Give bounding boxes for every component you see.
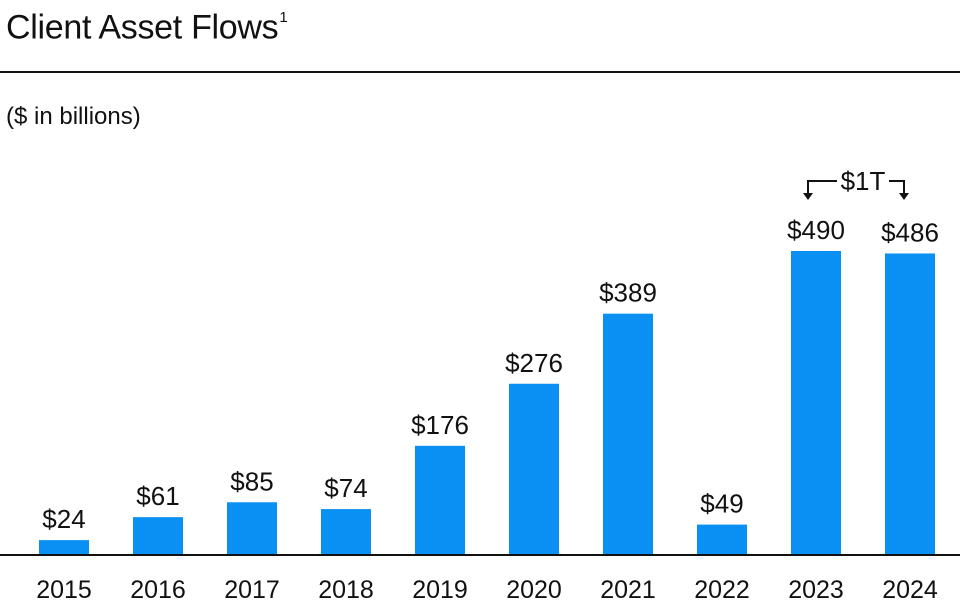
value-label-2022: $49: [700, 489, 743, 519]
title-divider: [0, 71, 960, 73]
bar-2020: [509, 383, 559, 555]
bar-2019: [415, 445, 465, 555]
unit-label: ($ in billions): [6, 103, 141, 130]
bar-2017: [227, 502, 277, 555]
value-label-2023: $490: [787, 215, 845, 245]
annotation-label: $1T: [841, 166, 886, 196]
value-labels-group: $24 $61 $85 $74 $176 $276 $389 $49 $490 $486: [42, 215, 939, 534]
bar-2018: [321, 509, 371, 555]
value-label-2024: $486: [881, 217, 939, 247]
x-tick-label-2022: 2022: [694, 576, 750, 604]
value-label-2017: $85: [230, 466, 273, 496]
value-label-2016: $61: [136, 481, 179, 511]
x-tick-label-2019: 2019: [412, 576, 468, 604]
chart-title-text: Client Asset Flows: [6, 8, 279, 47]
x-tick-label-2015: 2015: [36, 576, 92, 604]
annotation-group: $1T: [803, 166, 909, 200]
bar-2015: [39, 540, 89, 555]
x-tick-label-2016: 2016: [130, 576, 186, 604]
bars-group: [39, 251, 935, 555]
chart-title: Client Asset Flows1: [6, 0, 288, 49]
x-tick-label-2021: 2021: [600, 576, 656, 604]
bar-2021: [603, 313, 653, 555]
value-label-2021: $389: [599, 278, 657, 308]
x-tick-label-2024: 2024: [882, 576, 938, 604]
x-tick-label-2018: 2018: [318, 576, 374, 604]
bar-2024: [885, 253, 935, 555]
arrow-down-icon: [899, 193, 909, 200]
title-footnote-marker: 1: [279, 9, 288, 26]
arrow-down-icon: [803, 193, 813, 200]
bar-2023: [791, 251, 841, 555]
x-tick-label-2017: 2017: [224, 576, 280, 604]
bar-2022: [697, 524, 747, 555]
value-label-2015: $24: [42, 504, 85, 534]
x-tick-label-2023: 2023: [788, 576, 844, 604]
bracket-right-line: [889, 180, 905, 194]
x-tick-labels-group: 2015 2016 2017 2018 2019 2020 2021 2022 2023 2024: [36, 576, 938, 604]
bar-2016: [133, 517, 183, 555]
value-label-2020: $276: [505, 348, 563, 378]
value-label-2019: $176: [411, 410, 469, 440]
bracket-left-line: [807, 180, 837, 194]
value-label-2018: $74: [324, 473, 367, 503]
x-tick-label-2020: 2020: [506, 576, 562, 604]
